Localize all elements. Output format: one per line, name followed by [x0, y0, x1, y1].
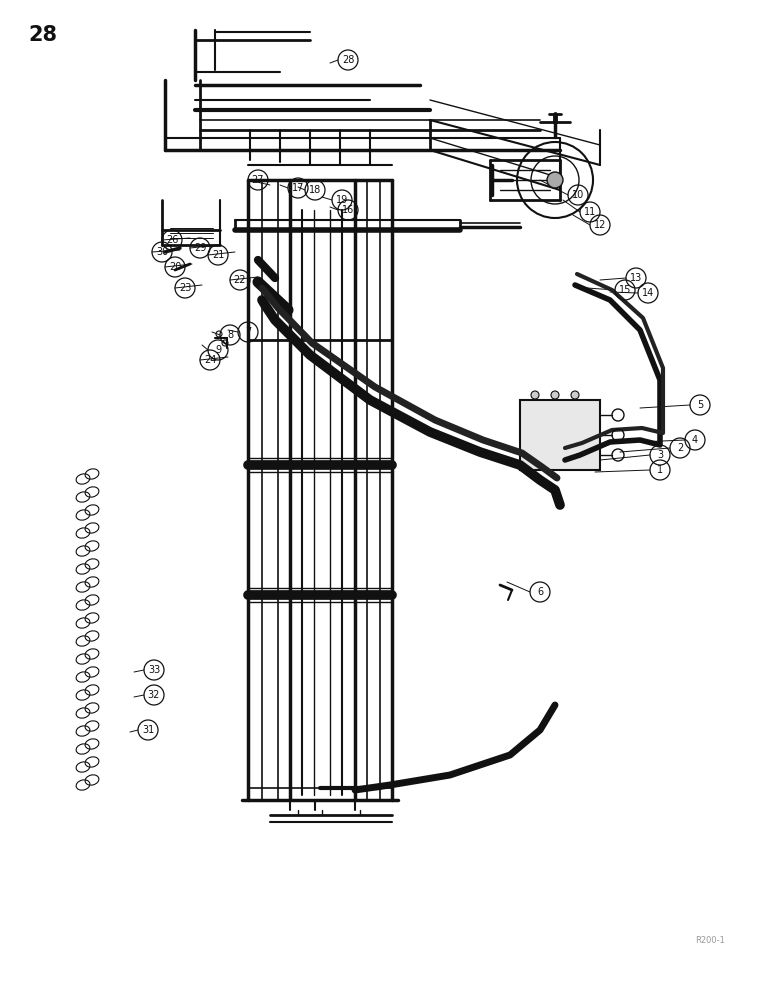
- Text: 14: 14: [642, 288, 654, 298]
- Text: 30: 30: [156, 247, 168, 257]
- Text: 33: 33: [148, 665, 160, 675]
- Text: 10: 10: [572, 190, 584, 200]
- Text: 15: 15: [619, 285, 631, 295]
- Text: 29: 29: [194, 243, 206, 253]
- Text: 4: 4: [692, 435, 698, 445]
- Circle shape: [531, 391, 539, 399]
- Text: 28: 28: [342, 55, 354, 65]
- Text: 28: 28: [28, 25, 57, 45]
- Text: 12: 12: [594, 220, 606, 230]
- Text: 2: 2: [677, 443, 683, 453]
- Text: R200-1: R200-1: [695, 936, 725, 945]
- Text: 17: 17: [292, 183, 304, 193]
- Text: 22: 22: [234, 275, 246, 285]
- Text: 26: 26: [166, 235, 178, 245]
- Text: 31: 31: [142, 725, 154, 735]
- Circle shape: [547, 172, 563, 188]
- Text: 6: 6: [537, 587, 543, 597]
- Text: 9: 9: [215, 345, 221, 355]
- Text: 20: 20: [169, 262, 181, 272]
- Text: 23: 23: [179, 283, 191, 293]
- Text: 11: 11: [584, 207, 596, 217]
- Text: 5: 5: [697, 400, 703, 410]
- Text: 16: 16: [342, 205, 354, 215]
- Text: 1: 1: [657, 465, 663, 475]
- Circle shape: [551, 391, 559, 399]
- Circle shape: [571, 391, 579, 399]
- Text: 27: 27: [252, 175, 264, 185]
- Text: 8: 8: [227, 330, 233, 340]
- Text: 19: 19: [336, 195, 348, 205]
- Text: 24: 24: [204, 355, 216, 365]
- Bar: [520, 400, 600, 470]
- Text: 3: 3: [657, 450, 663, 460]
- Text: 21: 21: [212, 250, 224, 260]
- Text: 32: 32: [147, 690, 160, 700]
- Text: 18: 18: [309, 185, 321, 195]
- Text: 7: 7: [245, 327, 251, 337]
- Text: 13: 13: [630, 273, 642, 283]
